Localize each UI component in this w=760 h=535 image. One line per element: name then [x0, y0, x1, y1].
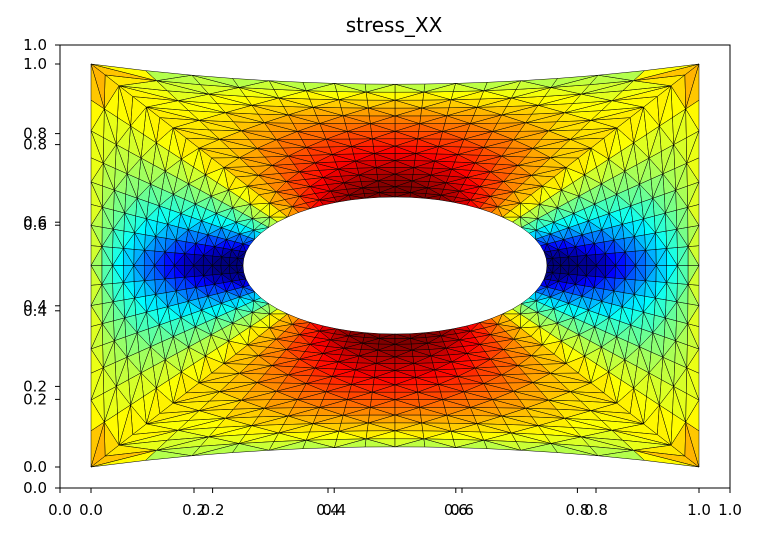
y-tick-label: 0.0 — [23, 479, 47, 497]
x-tick-label: 0.0 — [79, 501, 103, 519]
y-tick-label: 1.0 — [23, 36, 47, 54]
x-tick-label: 0.8 — [565, 501, 589, 519]
mesh-triangle — [686, 348, 700, 374]
mesh-triangle — [90, 63, 157, 81]
mesh-triangle — [231, 443, 270, 453]
mesh-triangle — [687, 304, 700, 327]
y-tick-label: 0.6 — [23, 213, 47, 231]
mesh-triangle — [90, 367, 104, 401]
inner-axis-ticks: 0.0 0.2 0.4 0.6 0.8 1.0 0.0 0.2 0.4 0.6 0.8 1.0 — [23, 55, 711, 519]
mesh-triangle — [90, 99, 105, 132]
stress-mesh — [90, 63, 700, 468]
y-tick-label: 0.4 — [23, 297, 47, 315]
x-tick-label: 0.2 — [201, 501, 225, 519]
chart-title: stress_XX — [346, 13, 443, 37]
x-tick-label: 0.4 — [316, 501, 340, 519]
mesh-triangle — [90, 421, 105, 468]
mesh-triangle — [633, 450, 700, 468]
mesh-triangle — [685, 63, 700, 110]
x-tick-label: 0.0 — [48, 501, 72, 519]
x-tick-label: 0.4 — [322, 501, 346, 519]
mesh-triangle — [334, 83, 367, 93]
mesh-triangle — [90, 245, 103, 267]
x-tick-label: 0.6 — [444, 501, 468, 519]
y-tick-label: 0.2 — [23, 377, 47, 395]
mesh-triangle — [550, 443, 599, 457]
y-tick-label: 0.0 — [23, 458, 47, 476]
mesh-triangle — [455, 82, 488, 91]
mesh-triangle — [269, 80, 307, 92]
mesh-triangle — [144, 450, 192, 461]
mesh-triangle — [686, 130, 700, 164]
y-tick-label: 0.8 — [23, 125, 47, 143]
x-tick-label: 1.0 — [687, 501, 711, 519]
mesh-triangle — [191, 74, 240, 88]
mesh-triangle — [687, 264, 700, 286]
y-tick-label: 0.4 — [23, 302, 47, 320]
mesh-triangle — [687, 181, 700, 208]
mesh-triangle — [687, 225, 700, 247]
mesh-triangle — [90, 323, 103, 350]
x-tick-label: 0.2 — [182, 501, 206, 519]
mesh-triangle — [423, 438, 456, 448]
x-tick-label: 1.0 — [718, 501, 742, 519]
mesh-triangle — [520, 78, 559, 88]
y-tick-label: 0.8 — [23, 136, 47, 154]
outer-axis-ticks: 0.0 0.2 0.4 0.6 0.8 1.0 0.0 0.2 0.4 0.6 0.8 1.0 — [23, 36, 742, 519]
mesh-triangle — [90, 204, 103, 227]
mesh-triangle — [90, 284, 103, 306]
mesh-triangle — [598, 70, 646, 81]
plot-frame — [59, 44, 731, 489]
mesh-triangle — [90, 157, 104, 183]
y-tick-label: 0.6 — [23, 216, 47, 234]
mesh-triangle — [394, 83, 426, 93]
x-tick-label: 0.6 — [450, 501, 474, 519]
mesh-triangle — [302, 440, 335, 449]
x-tick-label: 0.8 — [584, 501, 608, 519]
mesh-triangle — [685, 399, 700, 432]
y-tick-label: 1.0 — [23, 55, 47, 73]
mesh-triangle — [364, 438, 396, 448]
mesh-triangle — [483, 439, 521, 451]
y-tick-label: 0.2 — [23, 390, 47, 408]
